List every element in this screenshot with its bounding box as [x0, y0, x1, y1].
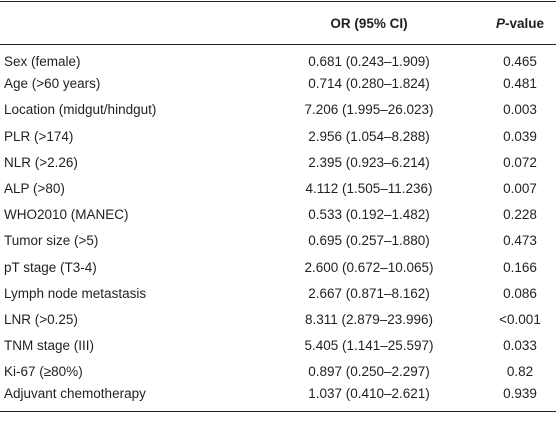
table-cell: 1.037 (0.410–2.621) [308, 386, 430, 402]
table-cell: 0.033 [503, 338, 537, 354]
table-cell: 0.714 (0.280–1.824) [308, 76, 430, 92]
table-cell: <0.001 [499, 311, 541, 327]
table-row: Lymph node metastasis 2.667 (0.871–8.162)… [0, 280, 556, 306]
header-cell: P-value [484, 2, 556, 45]
table-cell: 0.533 (0.192–1.482) [308, 207, 430, 223]
table-header: OR (95% CI) P-value [0, 1, 556, 45]
table-cell: 0.939 [503, 386, 537, 402]
table-row: ALP (>80) 4.112 (1.505–11.236) 0.007 [0, 175, 556, 201]
table-row: WHO2010 (MANEC) 0.533 (0.192–1.482) 0.228 [0, 202, 556, 228]
table-cell: 0.82 [506, 364, 534, 380]
table-cell: 5.405 (1.141–25.597) [304, 338, 434, 354]
table-body: Sex (female) 0.681 (0.243–1.909) 0.465 Age … [0, 45, 556, 412]
results-table: OR (95% CI) P-value Sex (female) 0.681 (0… [0, 1, 556, 412]
header-rest: -value [504, 15, 545, 31]
table-cell: NLR (>2.26) [4, 154, 78, 170]
table-cell: Adjuvant chemotherapy [4, 386, 146, 402]
table-cell: ALP (>80) [4, 181, 65, 197]
table-cell: 0.003 [503, 102, 537, 118]
table-cell: Location (midgut/hindgut) [4, 102, 157, 118]
table-row: Tumor size (>5) 0.695 (0.257–1.880) 0.473 [0, 228, 556, 254]
table-cell: 0.481 [503, 76, 537, 92]
table-row: LNR (>0.25) 8.311 (2.879–23.996) <0.001 [0, 306, 556, 332]
header-cell: OR (95% CI) [330, 15, 408, 31]
table-cell: 0.007 [503, 181, 537, 197]
table-cell: Tumor size (>5) [4, 233, 99, 249]
table-cell: 2.395 (0.923–6.214) [308, 154, 430, 170]
table-row: PLR (>174) 2.956 (1.054–8.288) 0.039 [0, 123, 556, 149]
table-cell: 8.311 (2.879–23.996) [304, 311, 434, 327]
table-row: Sex (female) 0.681 (0.243–1.909) 0.465 [0, 45, 556, 71]
table-row: Age (>60 years) 0.714 (0.280–1.824) 0.481 [0, 71, 556, 97]
table-row: Ki-67 (≥80%) 0.897 (0.250–2.297) 0.82 [0, 359, 556, 385]
table-cell: 0.039 [503, 128, 537, 144]
header-italic: P [495, 15, 505, 31]
table-cell: pT stage (T3-4) [4, 259, 97, 275]
table-cell: 0.681 (0.243–1.909) [308, 54, 430, 70]
table-cell: 7.206 (1.995–26.023) [304, 102, 434, 118]
table-cell: 2.667 (0.871–8.162) [308, 285, 430, 301]
table-cell: Ki-67 (≥80%) [4, 364, 83, 380]
table-row: pT stage (T3-4) 2.600 (0.672–10.065) 0.166 [0, 254, 556, 280]
table-cell: 0.897 (0.250–2.297) [308, 364, 430, 380]
header-row: OR (95% CI) P-value [0, 1, 556, 45]
table-cell: 0.072 [503, 154, 537, 170]
table-cell: TNM stage (III) [4, 338, 95, 354]
table-cell: 0.086 [503, 285, 537, 301]
table-cell: 0.465 [503, 54, 537, 70]
table-cell: LNR (>0.25) [4, 311, 78, 327]
header-cell [0, 2, 254, 45]
table-cell: Lymph node metastasis [4, 285, 147, 301]
table-cell: Sex (female) [4, 54, 81, 70]
table-cell: 0.695 (0.257–1.880) [308, 233, 430, 249]
table-row: Location (midgut/hindgut) 7.206 (1.995–26… [0, 97, 556, 123]
table-cell: 0.473 [503, 233, 537, 249]
table-cell: PLR (>174) [4, 128, 74, 144]
table-cell: 0.166 [503, 259, 537, 275]
table-row: TNM stage (III) 5.405 (1.141–25.597) 0.033 [0, 333, 556, 359]
table-cell: 4.112 (1.505–11.236) [305, 181, 433, 197]
table-cell: WHO2010 (MANEC) [4, 207, 129, 223]
table-cell: 0.228 [503, 207, 537, 223]
table-cell: 2.956 (1.054–8.288) [308, 128, 430, 144]
table-cell: 2.600 (0.672–10.065) [304, 259, 434, 275]
table-cell: Age (>60 years) [4, 76, 101, 92]
table-row: NLR (>2.26) 2.395 (0.923–6.214) 0.072 [0, 149, 556, 175]
table-row: Adjuvant chemotherapy 1.037 (0.410–2.621)… [0, 385, 556, 412]
